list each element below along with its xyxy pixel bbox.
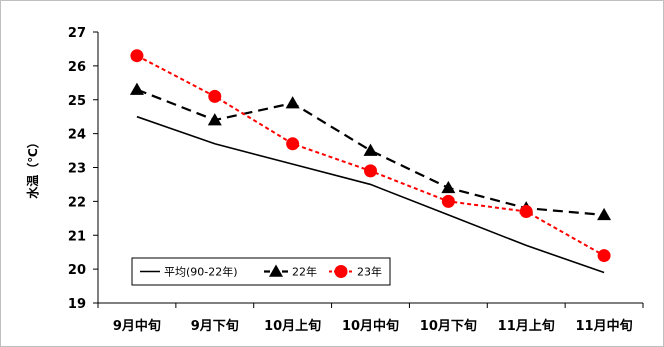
series-2-point bbox=[129, 82, 144, 95]
legend-marker-3 bbox=[334, 265, 348, 278]
legend-marker-2 bbox=[269, 264, 283, 277]
series-3-point bbox=[597, 249, 611, 263]
series-3-point bbox=[519, 205, 533, 219]
y-axis-title: 水温（℃） bbox=[25, 136, 40, 199]
y-tick-label: 25 bbox=[68, 94, 86, 109]
legend-label-1: 平均(90-22年) bbox=[164, 265, 238, 279]
x-tick-label: 10月中旬 bbox=[342, 318, 399, 334]
y-tick-label: 24 bbox=[68, 128, 86, 143]
y-tick-label: 23 bbox=[68, 162, 86, 177]
y-tick-label: 21 bbox=[68, 229, 86, 244]
x-tick-label: 10月上旬 bbox=[264, 318, 321, 334]
y-tick-label: 19 bbox=[68, 297, 86, 312]
series-2-point bbox=[441, 180, 456, 194]
y-tick-label: 26 bbox=[68, 60, 86, 75]
legend-label-2: 22年 bbox=[292, 265, 317, 279]
series-line-1 bbox=[136, 115, 605, 274]
series-3-point bbox=[364, 164, 377, 178]
series-2-point bbox=[207, 113, 222, 126]
y-tick-label: 20 bbox=[68, 263, 86, 278]
x-tick-label: 9月中旬 bbox=[113, 318, 161, 334]
x-tick-label: 9月下旬 bbox=[191, 318, 239, 334]
y-tick-label: 22 bbox=[68, 195, 86, 210]
series-2-point bbox=[597, 207, 612, 221]
x-tick-label: 10月下旬 bbox=[420, 318, 477, 334]
series-3-point bbox=[286, 137, 300, 151]
series-2-point bbox=[285, 96, 300, 109]
y-tick-label: 27 bbox=[68, 26, 86, 41]
series-2-point bbox=[363, 143, 378, 156]
series-3-point bbox=[441, 194, 455, 208]
x-tick-label: 11月中旬 bbox=[576, 318, 633, 334]
series-3-point bbox=[130, 49, 144, 63]
x-tick-label: 11月上旬 bbox=[498, 318, 555, 334]
series-3-point bbox=[208, 89, 222, 103]
legend-label-3: 23年 bbox=[357, 265, 382, 279]
